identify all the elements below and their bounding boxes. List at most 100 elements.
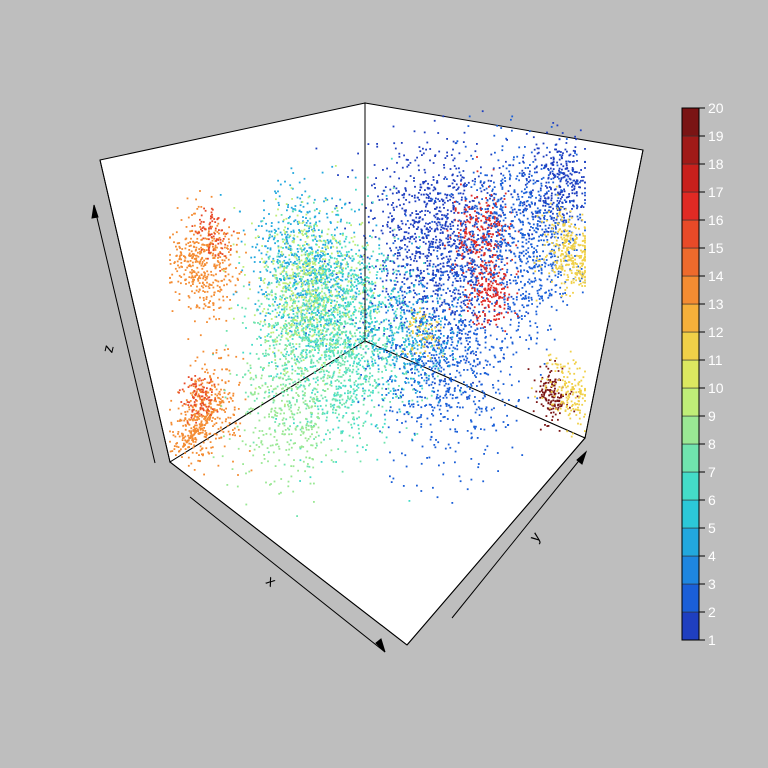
point <box>482 215 484 218</box>
point <box>383 269 385 272</box>
point <box>203 259 205 262</box>
point <box>198 282 201 284</box>
point <box>494 202 497 205</box>
point <box>534 277 536 280</box>
point <box>270 331 273 334</box>
point <box>212 235 215 238</box>
point <box>372 389 374 392</box>
point <box>524 207 527 210</box>
point <box>293 322 296 325</box>
point <box>210 227 212 230</box>
point <box>320 235 323 238</box>
point <box>210 215 212 218</box>
point <box>223 255 226 257</box>
point <box>331 346 334 349</box>
point <box>343 292 346 294</box>
point <box>561 206 564 208</box>
point <box>415 252 418 255</box>
point <box>279 272 282 275</box>
point <box>523 298 526 300</box>
point <box>300 374 303 377</box>
point <box>387 383 390 386</box>
point <box>536 305 539 308</box>
point <box>357 276 360 279</box>
point <box>456 273 458 275</box>
point <box>537 220 539 222</box>
point <box>244 233 246 236</box>
point <box>556 216 558 219</box>
point <box>280 298 283 301</box>
point <box>194 261 197 263</box>
point <box>376 311 378 314</box>
point <box>230 245 232 247</box>
point <box>305 280 307 282</box>
point <box>305 328 307 331</box>
point <box>314 236 317 238</box>
point <box>200 249 203 251</box>
point <box>544 193 547 196</box>
point <box>471 230 474 233</box>
point <box>473 247 476 250</box>
point <box>465 249 468 251</box>
point <box>458 219 461 222</box>
point <box>419 272 422 275</box>
point <box>570 216 573 219</box>
point <box>196 305 199 308</box>
point <box>301 269 304 272</box>
point <box>489 249 491 252</box>
point <box>391 192 394 195</box>
point <box>311 280 313 283</box>
point <box>515 296 518 298</box>
point <box>415 275 418 278</box>
point <box>425 228 428 231</box>
point <box>529 179 532 182</box>
point <box>296 334 298 336</box>
point <box>543 261 546 264</box>
point <box>459 265 462 268</box>
point <box>490 153 493 156</box>
point <box>469 231 472 233</box>
point <box>579 216 582 219</box>
point <box>176 270 179 273</box>
point <box>209 221 212 224</box>
point <box>557 191 559 194</box>
point <box>432 269 435 272</box>
point <box>186 197 189 200</box>
point <box>540 182 543 185</box>
point <box>431 324 433 327</box>
point <box>227 238 230 241</box>
point <box>553 261 556 263</box>
point <box>563 224 566 227</box>
point <box>584 229 586 232</box>
point <box>263 278 266 280</box>
point <box>412 296 415 299</box>
point <box>320 339 323 342</box>
point <box>414 279 417 282</box>
point <box>462 246 465 249</box>
point <box>300 247 303 250</box>
point <box>198 231 201 234</box>
point <box>487 242 490 245</box>
point <box>493 273 496 276</box>
point <box>563 239 566 242</box>
point <box>460 242 463 245</box>
point <box>488 215 491 217</box>
point <box>577 269 580 272</box>
point <box>216 224 219 227</box>
point <box>242 351 245 354</box>
point <box>275 281 278 284</box>
point <box>198 262 201 265</box>
point <box>518 218 520 221</box>
point <box>348 201 351 204</box>
point <box>382 357 385 360</box>
point <box>517 328 519 331</box>
point <box>500 180 503 182</box>
point <box>435 274 437 276</box>
point <box>266 286 269 289</box>
point <box>566 167 568 169</box>
point <box>292 208 295 210</box>
point <box>181 248 184 250</box>
point <box>439 262 442 265</box>
point <box>421 229 423 232</box>
point <box>299 204 302 207</box>
